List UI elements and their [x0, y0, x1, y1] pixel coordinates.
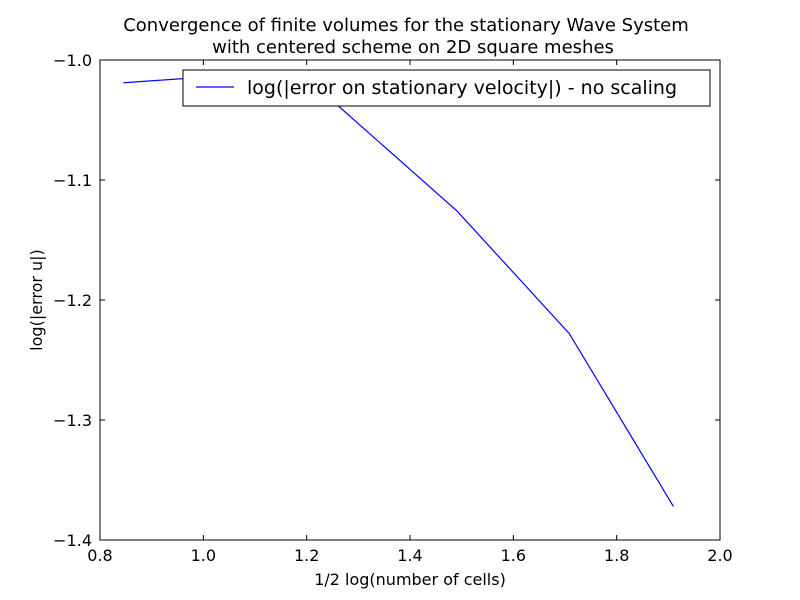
chart-title-line-1: Convergence of finite volumes for the st… [123, 15, 689, 36]
y-axis-label: log(|error u|) [27, 249, 46, 351]
plot-frame [99, 59, 721, 541]
legend-box [182, 69, 711, 107]
y-tick-label: −1.2 [53, 291, 92, 310]
chart-title-line-2: with centered scheme on 2D square meshes [212, 37, 614, 58]
y-tick-label: −1.0 [53, 51, 92, 70]
x-tick-label: 2.0 [707, 546, 732, 565]
x-tick-label: 1.4 [397, 546, 422, 565]
series-line [123, 71, 674, 507]
x-tick-label: 0.8 [87, 546, 112, 565]
y-tick-label: −1.4 [53, 531, 92, 550]
legend-label: log(|error on stationary velocity|) - no… [247, 77, 677, 99]
x-tick-label: 1.2 [294, 546, 319, 565]
y-tick-label: −1.3 [53, 411, 92, 430]
x-axis-label: 1/2 log(number of cells) [314, 570, 506, 589]
series-layer [123, 71, 674, 507]
y-tick-label: −1.1 [53, 171, 92, 190]
axis-ticks: 0.8 1.0 1.2 1.4 1.6 1.8 2.0 −1.0 −1.1 −1.2 −1.3 −1.… [53, 51, 733, 565]
x-tick-label: 1.8 [604, 546, 629, 565]
legend: log(|error on stationary velocity|) - no… [182, 69, 711, 107]
x-tick-label: 1.0 [191, 546, 216, 565]
x-tick-label: 1.6 [501, 546, 526, 565]
